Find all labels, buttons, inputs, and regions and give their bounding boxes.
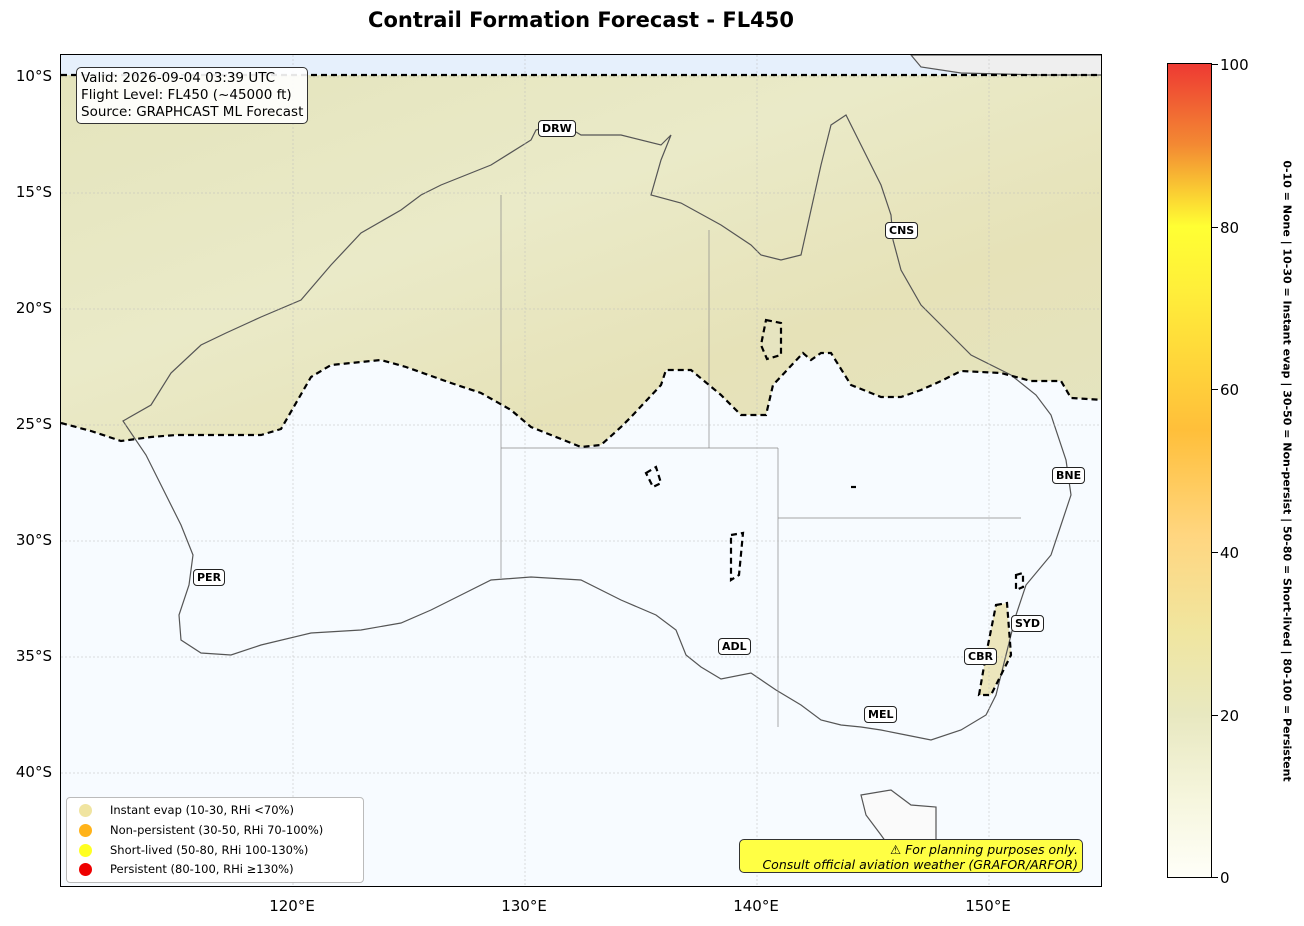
- legend-label: Persistent (80-100, RHi ≥130%): [110, 862, 294, 876]
- lat-tick-label: 40°S: [15, 763, 52, 781]
- legend-dot-icon: [79, 843, 92, 857]
- legend-label: Instant evap (10-30, RHi <70%): [110, 803, 294, 817]
- lon-tick-label: 120°E: [269, 897, 315, 915]
- gridlines: [61, 55, 1101, 886]
- airport-label-drw[interactable]: DRW: [538, 120, 576, 137]
- airport-label-mel[interactable]: MEL: [864, 706, 898, 723]
- airport-label-bne[interactable]: BNE: [1052, 467, 1086, 484]
- colorbar-tick: [1212, 64, 1218, 65]
- colorbar-tick-label: 40: [1220, 544, 1240, 562]
- forecast-source: Source: GRAPHCAST ML Forecast: [81, 104, 304, 120]
- airport-label-adl[interactable]: ADL: [718, 638, 751, 655]
- lon-tick-label: 150°E: [965, 897, 1011, 915]
- colorbar-category-label: 0-10 = None | 10-30 = Instant evap | 30-…: [1280, 160, 1294, 782]
- legend-item: Non-persistent (30-50, RHi 70-100%): [79, 821, 323, 839]
- ocean-north: [61, 55, 1101, 75]
- valid-time: Valid: 2026-09-04 03:39 UTC: [81, 70, 276, 86]
- legend-item: Short-lived (50-80, RHi 100-130%): [79, 841, 308, 859]
- legend-dot-icon: [79, 823, 92, 837]
- lat-tick-label: 10°S: [15, 67, 52, 85]
- disclaimer-line: Consult official aviation weather (GRAFO…: [762, 857, 1078, 872]
- map-legend: Instant evap (10-30, RHi <70%) Non-persi…: [66, 797, 364, 883]
- disclaimer-line: ⚠ For planning purposes only.: [890, 842, 1078, 857]
- lat-tick-label: 35°S: [15, 647, 52, 665]
- legend-label: Non-persistent (30-50, RHi 70-100%): [110, 823, 324, 837]
- legend-item: Persistent (80-100, RHi ≥130%): [79, 860, 294, 878]
- airport-label-cbr[interactable]: CBR: [964, 648, 997, 665]
- chart-title: Contrail Formation Forecast - FL450: [368, 8, 794, 32]
- lat-tick-label: 15°S: [15, 183, 52, 201]
- colorbar-tick: [1212, 389, 1218, 390]
- lat-tick-label: 30°S: [15, 531, 52, 549]
- lat-tick-label: 25°S: [15, 415, 52, 433]
- map-canvas: [61, 55, 1101, 886]
- colorbar-tick-label: 100: [1220, 56, 1249, 74]
- map-panel[interactable]: [60, 54, 1102, 887]
- legend-dot-icon: [79, 862, 92, 876]
- airport-label-syd[interactable]: SYD: [1011, 615, 1045, 632]
- flight-level: Flight Level: FL450 (~45000 ft): [81, 87, 292, 103]
- forecast-info-box: Valid: 2026-09-04 03:39 UTC Flight Level…: [76, 67, 309, 124]
- risk-blob-qld: [761, 320, 781, 359]
- colorbar-tick: [1212, 227, 1218, 228]
- colorbar-tick: [1212, 715, 1218, 716]
- colorbar-tick-label: 0: [1220, 869, 1230, 887]
- legend-item: Instant evap (10-30, RHi <70%): [79, 801, 294, 819]
- colorbar-tick-label: 60: [1220, 381, 1240, 399]
- state-boundaries: [500, 195, 1021, 727]
- airport-label-per[interactable]: PER: [193, 569, 226, 586]
- airport-label-cns[interactable]: CNS: [885, 222, 919, 239]
- lon-tick-label: 140°E: [733, 897, 779, 915]
- colorbar-tick: [1212, 877, 1218, 878]
- legend-label: Short-lived (50-80, RHi 100-130%): [110, 843, 309, 857]
- planning-disclaimer: ⚠ For planning purposes only. Consult of…: [739, 839, 1083, 873]
- colorbar-tick-label: 80: [1220, 219, 1240, 237]
- lat-tick-label: 20°S: [15, 299, 52, 317]
- colorbar-tick-label: 20: [1220, 707, 1240, 725]
- lon-tick-label: 130°E: [501, 897, 547, 915]
- colorbar-tick: [1212, 552, 1218, 553]
- instant-evap-region: [61, 75, 1101, 447]
- colorbar: [1167, 63, 1212, 878]
- legend-dot-icon: [79, 803, 92, 817]
